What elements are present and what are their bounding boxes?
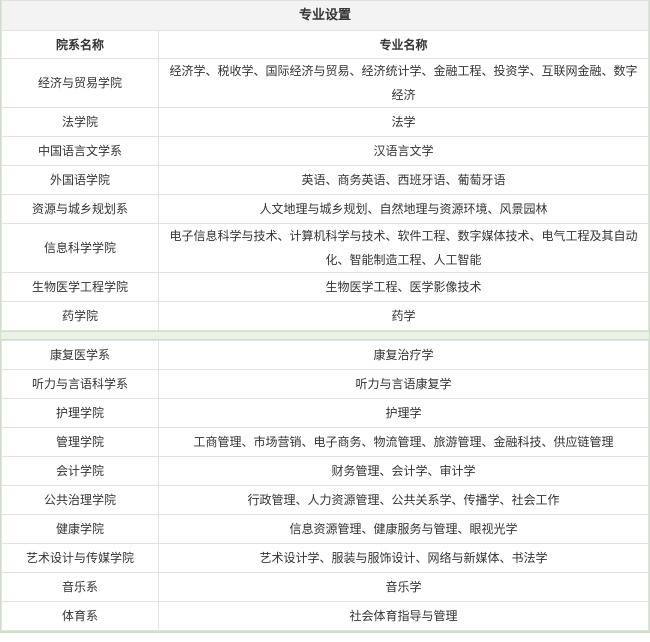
table-row: 公共治理学院 行政管理、人力资源管理、公共关系学、传播学、社会工作 [1,485,649,515]
major-cell: 经济学、税收学、国际经济与贸易、经济统计学、金融工程、投资学、互联网金融、数字经… [158,58,649,108]
major-cell: 财务管理、会计学、审计学 [158,456,649,486]
department-cell: 会计学院 [1,456,159,486]
table-row: 会计学院 财务管理、会计学、审计学 [1,456,649,486]
department-cell: 外国语学院 [1,165,159,195]
department-cell: 健康学院 [1,514,159,544]
department-cell: 经济与贸易学院 [1,58,159,108]
header-cell: 院系名称 [1,30,159,59]
department-cell: 公共治理学院 [1,485,159,515]
table-row: 体育系 社会体育指导与管理 [1,601,649,631]
table-row: 音乐系 音乐学 [1,572,649,602]
table-row: 生物医学工程学院 生物医学工程、医学影像技术 [1,272,649,302]
major-cell: 工商管理、市场营销、电子商务、物流管理、旅游管理、金融科技、供应链管理 [158,427,649,457]
title-row: 专业设置 [1,0,649,31]
major-cell: 行政管理、人力资源管理、公共关系学、传播学、社会工作 [158,485,649,515]
major-cell: 社会体育指导与管理 [158,601,649,631]
table-row: 中国语言文学系 汉语言文学 [1,136,649,166]
major-cell: 英语、商务英语、西班牙语、葡萄牙语 [158,165,649,195]
section-separator [1,331,649,340]
major-cell: 法学 [158,107,649,137]
major-cell: 听力与言语康复学 [158,369,649,399]
table-row: 资源与城乡规划系 人文地理与城乡规划、自然地理与资源环境、风景园林 [1,194,649,224]
major-cell: 生物医学工程、医学影像技术 [158,272,649,302]
department-cell: 法学院 [1,107,159,137]
table-row: 康复医学系 康复治疗学 [1,340,649,370]
major-cell: 音乐学 [158,572,649,602]
department-cell: 信息科学学院 [1,223,159,273]
department-cell: 资源与城乡规划系 [1,194,159,224]
major-cell: 艺术设计学、服装与服饰设计、网络与新媒体、书法学 [158,543,649,573]
table: 专业设置 院系名称 专业名称 经济与贸易学院 经济学、税收学、国际经济与贸易、经济… [1,0,649,331]
table: 康复医学系 康复治疗学 听力与言语科学系 听力与言语康复学 护理学院 护理学 管理学院 工商管… [1,340,649,631]
major-cell: 护理学 [158,398,649,428]
table-row: 法学院 法学 [1,107,649,137]
department-cell: 管理学院 [1,427,159,457]
major-cell: 电子信息科学与技术、计算机科学与技术、软件工程、数字媒体技术、电气工程及其自动化… [158,223,649,273]
department-cell: 音乐系 [1,572,159,602]
major-cell: 信息资源管理、健康服务与管理、眼视光学 [158,514,649,544]
header-cell: 专业名称 [158,30,649,59]
table-row: 护理学院 护理学 [1,398,649,428]
department-cell: 护理学院 [1,398,159,428]
department-cell: 生物医学工程学院 [1,272,159,302]
department-cell: 体育系 [1,601,159,631]
department-cell: 听力与言语科学系 [1,369,159,399]
header-row: 院系名称 专业名称 [1,30,649,59]
table-row: 健康学院 信息资源管理、健康服务与管理、眼视光学 [1,514,649,544]
table-row: 药学院 药学 [1,301,649,331]
major-cell: 药学 [158,301,649,331]
major-cell: 人文地理与城乡规划、自然地理与资源环境、风景园林 [158,194,649,224]
department-cell: 中国语言文学系 [1,136,159,166]
major-cell: 汉语言文学 [158,136,649,166]
table-row: 外国语学院 英语、商务英语、西班牙语、葡萄牙语 [1,165,649,195]
table-row: 艺术设计与传媒学院 艺术设计学、服装与服饰设计、网络与新媒体、书法学 [1,543,649,573]
department-cell: 艺术设计与传媒学院 [1,543,159,573]
department-cell: 康复医学系 [1,340,159,370]
table-row: 经济与贸易学院 经济学、税收学、国际经济与贸易、经济统计学、金融工程、投资学、互联… [1,58,649,108]
table-title: 专业设置 [1,0,649,31]
bottom-border [1,631,649,633]
major-cell: 康复治疗学 [158,340,649,370]
department-cell: 药学院 [1,301,159,331]
table-row: 管理学院 工商管理、市场营销、电子商务、物流管理、旅游管理、金融科技、供应链管理 [1,427,649,457]
table-row: 听力与言语科学系 听力与言语康复学 [1,369,649,399]
table-row: 信息科学学院 电子信息科学与技术、计算机科学与技术、软件工程、数字媒体技术、电气工… [1,223,649,273]
